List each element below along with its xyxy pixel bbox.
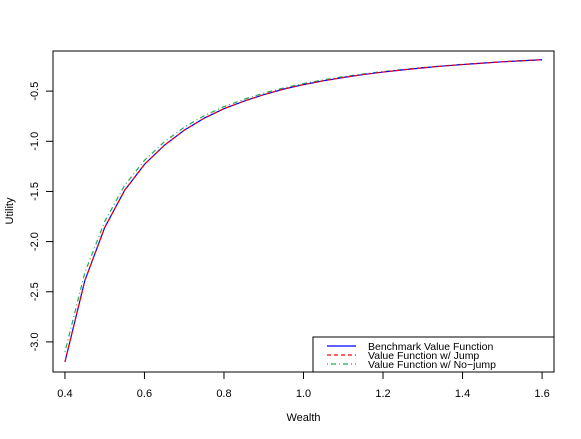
x-tick-label: 0.4 <box>57 388 72 400</box>
y-axis-label: Utility <box>4 197 16 224</box>
x-tick-label: 1.4 <box>455 388 470 400</box>
y-tick-label: -1.5 <box>29 182 41 201</box>
x-tick-label: 1.2 <box>375 388 390 400</box>
x-axis-label: Wealth <box>286 412 320 424</box>
y-tick-label: -3.0 <box>29 332 41 351</box>
legend-label-1: Value Function w/ Jump <box>368 350 479 362</box>
legend-label-2: Value Function w/ No−jump <box>368 359 496 371</box>
series-line-1 <box>64 59 543 363</box>
y-axis: -3.0 -2.5 -2.0 -1.5 -1.0 -0.5 <box>29 82 54 351</box>
legend-label-0: Benchmark Value Function <box>368 341 493 353</box>
series-line-0 <box>64 59 543 363</box>
plot-frame <box>52 50 555 373</box>
x-axis: 0.4 0.6 0.8 1.0 1.2 1.4 1.6 <box>57 371 550 400</box>
series-layer <box>64 59 543 363</box>
legend-box <box>312 336 555 373</box>
series-line-2 <box>64 59 543 353</box>
y-tick-label: -1.0 <box>29 132 41 151</box>
y-tick-label: -0.5 <box>29 82 41 101</box>
y-tick-label: -2.5 <box>29 282 41 301</box>
x-tick-label: 1.6 <box>534 388 549 400</box>
y-tick-label: -2.0 <box>29 232 41 251</box>
x-tick-label: 1.0 <box>296 388 311 400</box>
x-tick-label: 0.8 <box>216 388 231 400</box>
x-tick-label: 0.6 <box>137 388 152 400</box>
